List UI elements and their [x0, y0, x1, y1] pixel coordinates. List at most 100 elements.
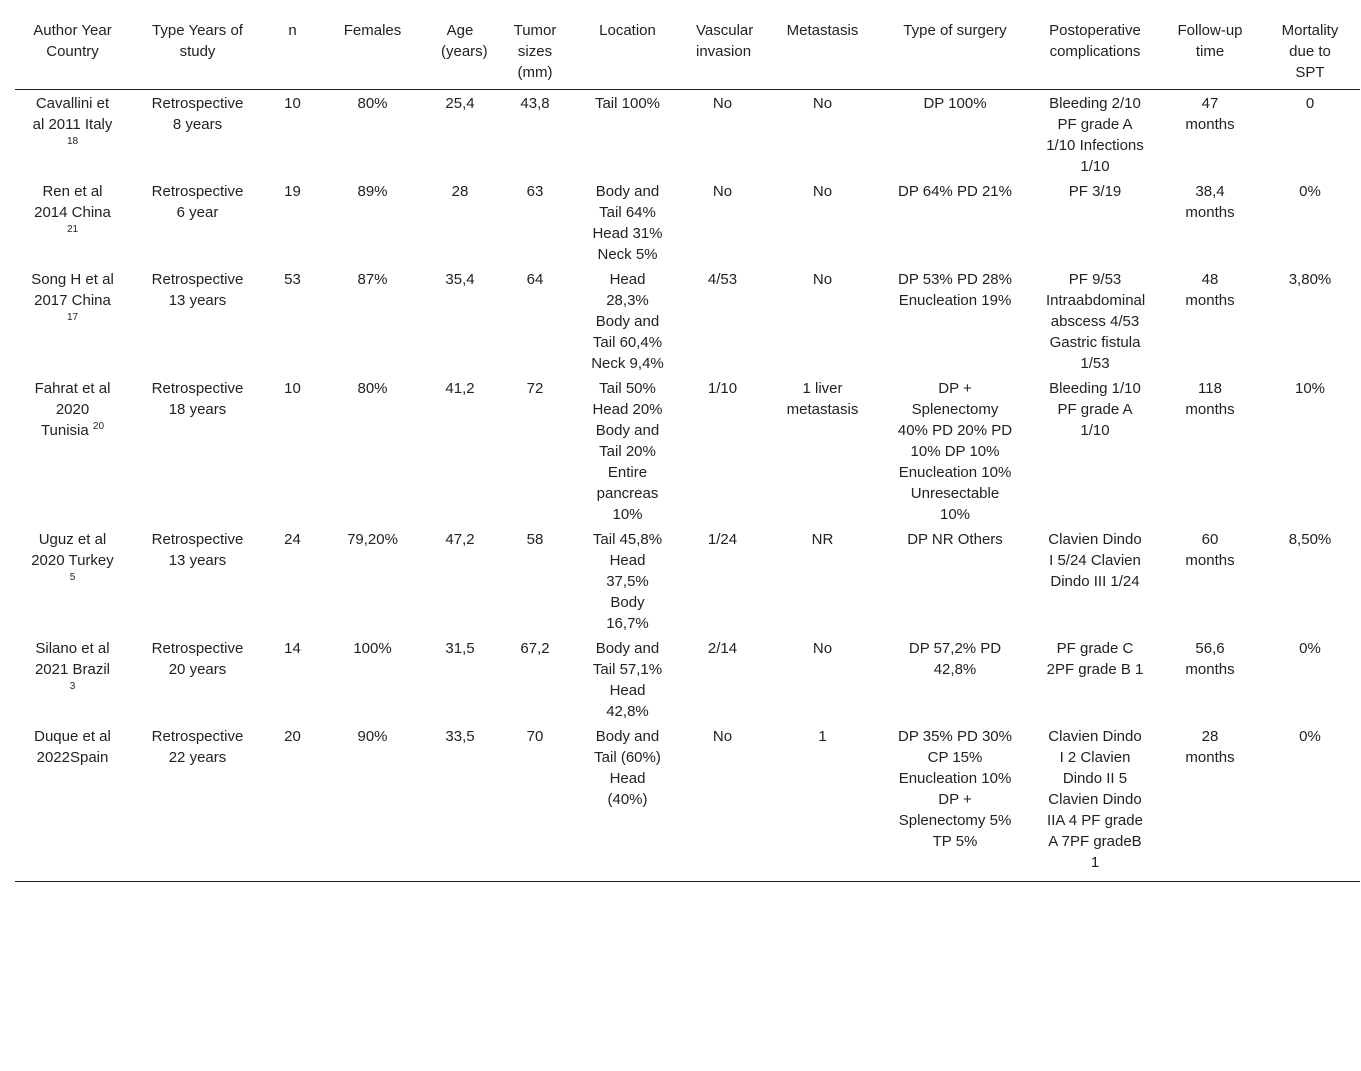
reference: 21	[66, 224, 79, 235]
table-cell: PF 3/19	[1068, 183, 1122, 200]
table-row: Ren et al 2014 China 21 Retrospective 6 y…	[15, 178, 1360, 266]
column-header: Author Year Country	[15, 20, 130, 90]
table-cell: 43,8	[520, 95, 550, 112]
table-cell: Silano et al 2021 Brazil 3	[15, 635, 130, 723]
table-cell: 56,6 months	[1185, 640, 1235, 678]
table-cell: Body and Tail (60%) Head (40%)	[575, 723, 680, 882]
table-cell: Clavien Dindo I 5/24 Clavien Dindo III 1…	[1048, 531, 1142, 590]
table-cell: Tail 45,8% Head 37,5% Body 16,7%	[592, 531, 663, 632]
table-cell: 0	[1305, 95, 1315, 112]
reference: 5	[69, 572, 76, 583]
table-cell: Retrospective 6 year	[151, 183, 244, 221]
column-header: Type of surgery	[880, 20, 1030, 90]
table-cell: DP 57,2% PD 42,8%	[908, 640, 1002, 678]
column-header: n	[265, 20, 320, 90]
data-table: Author Year Country Type Years of study n F…	[15, 20, 1360, 882]
table-cell: DP 53% PD 28% Enucleation 19%	[898, 271, 1012, 309]
table-row: Cavallini et al 2011 Italy 18 Retrospecti…	[15, 90, 1360, 179]
table-cell: 60 months	[1185, 531, 1235, 569]
table-cell: Fahrat et al 2020 Tunisia 20	[15, 375, 130, 526]
table-row: Silano et al 2021 Brazil 3 Retrospective …	[15, 635, 1360, 723]
table-cell: 47,2	[445, 531, 475, 548]
table-cell: Retrospective 22 years	[130, 723, 265, 882]
table-cell: Body and Tail 64% Head 31% Neck 5%	[592, 183, 663, 263]
table-cell: No	[712, 95, 733, 112]
table-cell: No	[812, 271, 833, 288]
table-cell: 4/53	[707, 271, 738, 288]
table-cell: 0%	[1260, 723, 1360, 882]
table-row: Duque et al 2022Spain Retrospective 22 ye…	[15, 723, 1360, 882]
table-cell: 63	[526, 183, 544, 200]
table-cell: 3,80%	[1288, 271, 1332, 288]
cell-text: Uguz et al 2020 Turkey	[31, 531, 114, 569]
table-cell: 19	[284, 183, 301, 200]
table-cell: 90%	[320, 723, 425, 882]
table-cell: Ren et al 2014 China 21	[15, 178, 130, 266]
table-cell: 20	[265, 723, 320, 882]
table-cell: 72	[526, 380, 544, 397]
table-cell: 28 months	[1160, 723, 1260, 882]
table-cell: PF 9/53 Intraabdominal abscess 4/53 Gast…	[1046, 271, 1146, 372]
table-cell: Song H et al 2017 China 17	[15, 266, 130, 375]
table-cell: 24	[284, 531, 301, 548]
table-cell: 25,4	[445, 95, 475, 112]
table-cell: 79,20%	[347, 531, 398, 548]
table-cell: Clavien Dindo I 2 Clavien Dindo II 5 Cla…	[1030, 723, 1160, 882]
table-cell: 1 liver metastasis	[786, 380, 859, 418]
table-cell: 38,4 months	[1185, 183, 1235, 221]
column-header: Mortality due to SPT	[1260, 20, 1360, 90]
table-cell: Retrospective 8 years	[151, 95, 244, 133]
table-cell: 41,2	[445, 380, 475, 397]
column-header: Location	[575, 20, 680, 90]
table-cell: Tail 100%	[594, 95, 661, 112]
column-header: Vascular invasion	[680, 20, 765, 90]
cell-text: Ren et al 2014 China	[34, 183, 111, 221]
table-cell: PF grade C 2PF grade B 1	[1046, 640, 1144, 678]
column-header: Type Years of study	[130, 20, 265, 90]
table-cell: 10	[284, 95, 301, 112]
table-cell: 58	[526, 531, 544, 548]
reference: 20	[92, 421, 105, 432]
table-cell: DP 100%	[923, 95, 987, 112]
table-row: Fahrat et al 2020 Tunisia 20 Retrospectiv…	[15, 375, 1360, 526]
table-cell: 100%	[353, 640, 392, 657]
table-cell: Duque et al 2022Spain	[15, 723, 130, 882]
table-cell: No	[812, 640, 833, 657]
table-cell: NR	[811, 531, 834, 548]
table-cell: Bleeding 1/10 PF grade A 1/10	[1049, 380, 1141, 439]
table-cell: 80%	[357, 380, 388, 397]
reference: 18	[66, 136, 79, 147]
table-cell: 10	[284, 380, 301, 397]
table-cell: 118 months	[1185, 380, 1235, 418]
table-cell: Bleeding 2/10 PF grade A 1/10 Infections…	[1046, 95, 1144, 175]
table-cell: Body and Tail 57,1% Head 42,8%	[592, 640, 663, 720]
column-header: Age (years)	[425, 20, 495, 90]
table-cell: No	[812, 183, 833, 200]
table-cell: 53	[284, 271, 301, 288]
table-cell: 14	[284, 640, 301, 657]
table-cell: Retrospective 20 years	[151, 640, 244, 678]
table-cell: Retrospective 18 years	[151, 380, 244, 418]
table-cell: 1/24	[707, 531, 738, 548]
cell-text: Song H et al 2017 China	[31, 271, 114, 309]
table-cell: Head 28,3% Body and Tail 60,4% Neck 9,4%	[591, 271, 664, 372]
cell-text: Cavallini et al 2011 Italy	[32, 95, 113, 133]
table-cell: 67,2	[520, 640, 550, 657]
table-cell: 10%	[1294, 380, 1326, 397]
table-cell: Tail 50% Head 20% Body and Tail 20% Enti…	[592, 380, 663, 523]
column-header: Postoperative complications	[1030, 20, 1160, 90]
table-cell: Uguz et al 2020 Turkey 5	[15, 526, 130, 635]
column-header: Females	[320, 20, 425, 90]
table-cell: Retrospective 13 years	[151, 271, 244, 309]
column-header: Follow-up time	[1160, 20, 1260, 90]
header-row: Author Year Country Type Years of study n F…	[15, 20, 1360, 90]
table-cell: 87%	[357, 271, 388, 288]
table-cell: 47 months	[1185, 95, 1235, 133]
table-cell: 1	[765, 723, 880, 882]
table-cell: DP NR Others	[907, 531, 1003, 548]
reference: 17	[66, 312, 79, 323]
table-cell: 0%	[1299, 183, 1321, 200]
table-cell: 0%	[1299, 640, 1321, 657]
cell-text: Fahrat et al 2020 Tunisia	[34, 380, 111, 439]
reference: 3	[69, 681, 76, 692]
